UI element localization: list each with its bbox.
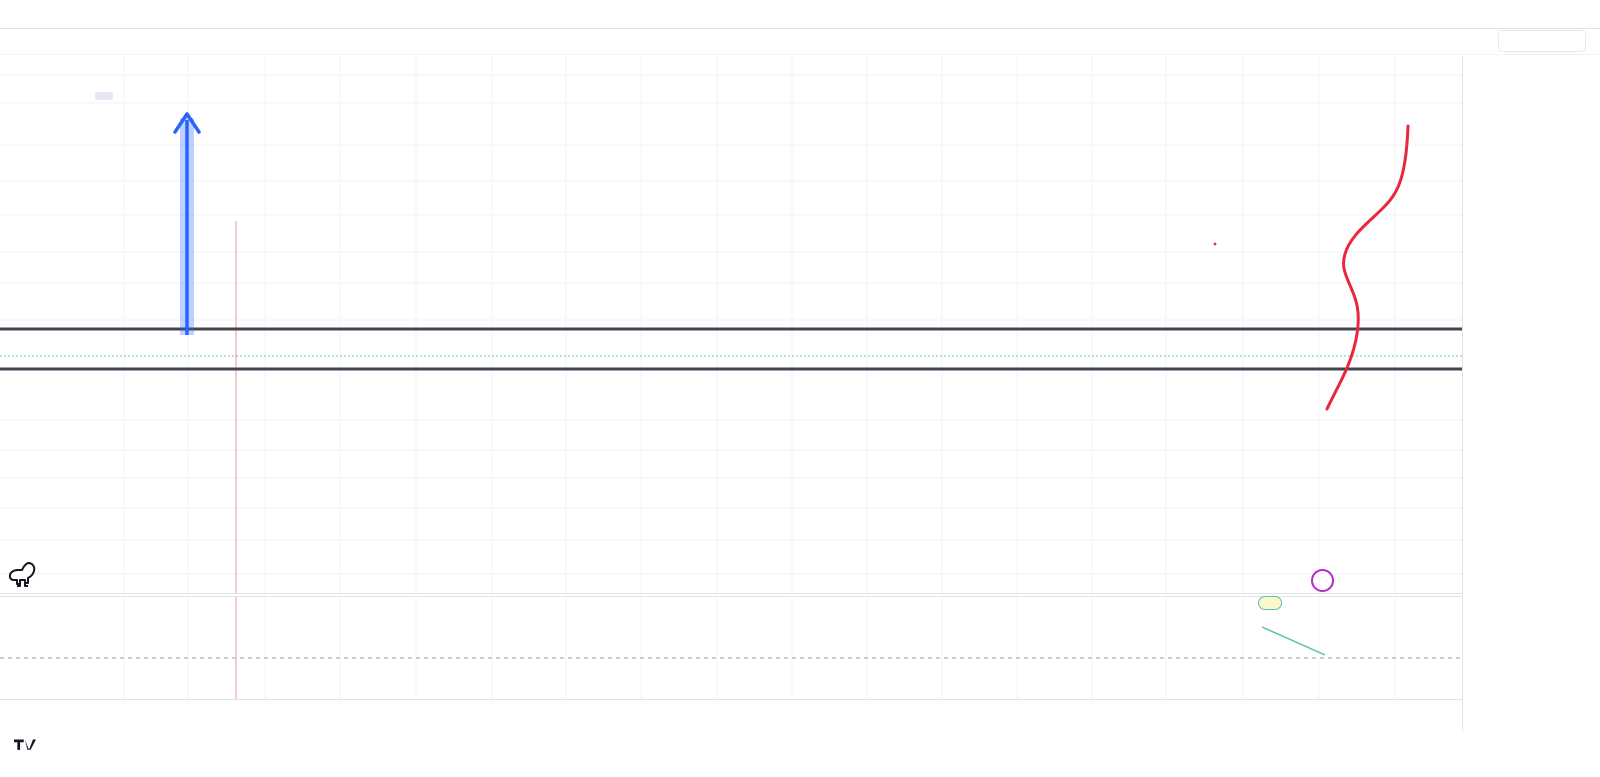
macd-chart-svg — [0, 597, 1462, 699]
symbol-legend[interactable] — [14, 33, 69, 47]
price-chart-svg — [0, 56, 1462, 593]
tradingview-logo-icon — [14, 739, 36, 750]
pane-separator — [0, 593, 1600, 594]
vertical-grid-lines — [123, 56, 1396, 593]
grid-lines — [0, 74, 1462, 575]
time-axis[interactable] — [0, 699, 1462, 731]
macd-indicator-legend[interactable] — [14, 602, 47, 616]
bullish-cross-note[interactable] — [1258, 596, 1282, 610]
footer-brand[interactable] — [14, 738, 43, 752]
macd-note-leader — [1261, 626, 1326, 656]
arrow-callout[interactable] — [95, 92, 113, 100]
measure-arrow-up[interactable] — [173, 112, 201, 335]
macd-vertical-grid — [123, 597, 1396, 699]
projection-line[interactable] — [1325, 124, 1410, 411]
price-pane[interactable] — [0, 56, 1462, 593]
lightning-bolt-icon[interactable] — [1311, 569, 1334, 592]
price-axis[interactable] — [1462, 56, 1600, 731]
currency-badge[interactable] — [1498, 30, 1586, 52]
symbol-legend-bar — [0, 28, 1600, 55]
stray-mark — [1213, 242, 1217, 246]
dinosaur-icon — [8, 560, 42, 590]
macd-pane[interactable] — [0, 596, 1462, 699]
